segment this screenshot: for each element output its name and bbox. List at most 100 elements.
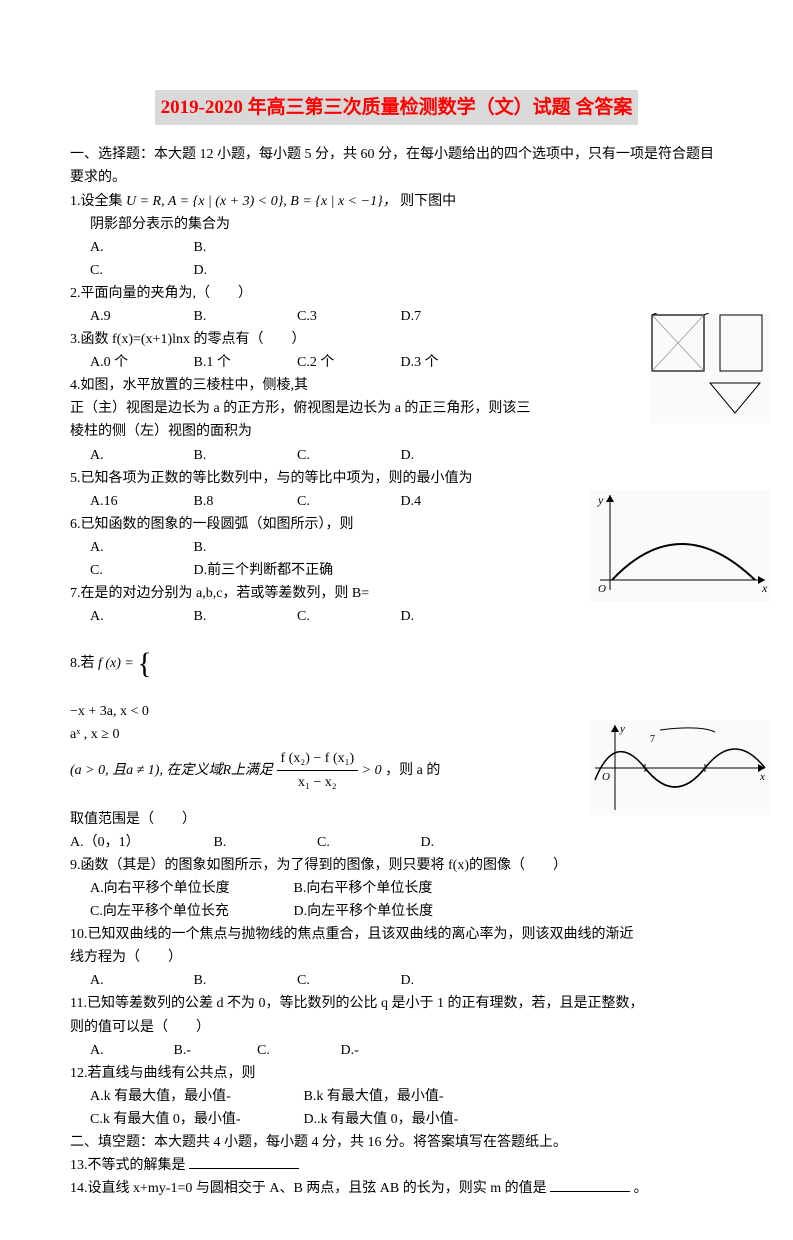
q1-optC: C.	[90, 259, 190, 282]
q6-optC: C.	[90, 559, 190, 582]
q12-optC: C.k 有最大值 0，最小值-	[90, 1108, 300, 1131]
q6-optA: A.	[90, 536, 190, 559]
q11-optD: D.-	[341, 1039, 421, 1062]
q10-optC: C.	[297, 969, 397, 992]
q3-opts: A.0 个 B.1 个 C.2 个 D.3 个	[70, 351, 723, 374]
q5-stem: 5.已知各项为正数的等比数列中，与的等比中项为，则的最小值为	[70, 467, 723, 490]
q11-l1: 11.已知等差数列的公差 d 不为 0，等比数列的公比 q 是小于 1 的正有理…	[70, 992, 723, 1015]
q11-optB: B.-	[174, 1039, 254, 1062]
page-title: 2019-2020 年高三第三次质量检测数学（文）试题 含答案	[155, 90, 639, 125]
q8-tail: ，则 a 的	[385, 762, 440, 777]
q7-opts: A. B. C. D.	[70, 605, 723, 628]
q7-optB: B.	[194, 605, 294, 628]
q6-optD: D.前三个判断都不正确	[194, 559, 394, 582]
q13: 13.不等式的解集是	[70, 1154, 723, 1177]
q1-optA: A.	[90, 236, 190, 259]
q4-l3: 棱柱的侧（左）视图的面积为	[70, 420, 723, 443]
q1-formula: U = R, A = {x | (x + 3) < 0}, B = {x | x…	[126, 194, 397, 209]
svg-text:y: y	[619, 723, 625, 735]
q7-optD: D.	[401, 605, 501, 628]
q9-optA: A.向右平移个单位长度	[90, 877, 290, 900]
q14-dot: 。	[634, 1181, 648, 1196]
q11-l2: 则的值可以是（ ）	[70, 1016, 723, 1039]
svg-text:7: 7	[650, 734, 655, 745]
q1-tail: 则下图中	[400, 194, 456, 209]
q4-optC: C.	[297, 444, 397, 467]
q8-line1: 8.若 f (x) = {	[70, 628, 723, 700]
q12-optB: B.k 有最大值，最小值-	[304, 1089, 444, 1104]
q8-opts: A.（0，1） B. C. D.	[70, 831, 723, 854]
q8-lead: 8.若	[70, 657, 95, 672]
q4-optD: D.	[401, 444, 501, 467]
q5-optD: D.4	[401, 490, 501, 513]
q4-optA: A.	[90, 444, 190, 467]
q8-gt: > 0	[362, 762, 382, 777]
q4-opts: A. B. C. D.	[70, 444, 723, 467]
q12-optA: A.k 有最大值，最小值-	[90, 1085, 300, 1108]
q9-stem: 9.函数（其是）的图象如图所示，为了得到的图像，则只要将 f(x)的图像（ ）	[70, 854, 723, 877]
q2-optA: A.9	[90, 305, 190, 328]
q10-opts: A. B. C. D.	[70, 969, 723, 992]
q12-stem: 12.若直线与曲线有公共点，则	[70, 1062, 723, 1085]
arc-figure: x y O	[590, 490, 770, 602]
sine-figure: O x y 7	[590, 720, 770, 815]
q2-stem: 2.平面向量的夹角为,（ ）	[70, 282, 723, 305]
q12-opts-cd: C.k 有最大值 0，最小值- D..k 有最大值 0，最小值-	[70, 1108, 723, 1131]
q2-opts: A.9 B. C.3 D.7	[70, 305, 723, 328]
section2-intro: 二、填空题：本大题共 4 小题，每小题 4 分，共 16 分。将答案填写在答题纸…	[70, 1131, 723, 1154]
q5-optB: B.8	[194, 490, 294, 513]
q4-l2: 正（主）视图是边长为 a 的正方形，俯视图是边长为 a 的正三角形，则该三	[70, 397, 723, 420]
q13-blank	[189, 1154, 299, 1169]
q12-optD: D..k 有最大值 0，最小值-	[304, 1112, 459, 1127]
q9-opts-cd: C.向左平移个单位长充 D.向左平移个单位长度	[70, 900, 723, 923]
q3-optD: D.3 个	[401, 351, 501, 374]
q3-optB: B.1 个	[194, 351, 294, 374]
q7-optA: A.	[90, 605, 190, 628]
q9-optC: C.向左平移个单位长充	[90, 900, 290, 923]
q8-fraction: f (x₂) − f (x₁) x₁ − x₂	[277, 747, 359, 794]
section1-intro: 一、选择题：本大题 12 小题，每小题 5 分，共 60 分，在每小题给出的四个…	[70, 143, 723, 189]
q9-opts-ab: A.向右平移个单位长度 B.向右平移个单位长度	[70, 877, 723, 900]
q8-optC: C.	[317, 831, 417, 854]
q14-text: 14.设直线 x+my-1=0 与圆相交于 A、B 两点，且弦 AB 的长为，则…	[70, 1181, 547, 1196]
q8-fx: f (x) =	[98, 657, 134, 672]
q9-optD: D.向左平移个单位长度	[294, 904, 434, 919]
svg-text:O: O	[598, 583, 606, 595]
q5-optC: C.	[297, 490, 397, 513]
q8-frac-den: x₁ − x₂	[277, 771, 359, 794]
q8-cond: (a > 0, 且a ≠ 1), 在定义域R上满足	[70, 762, 273, 777]
q11-opts: A. B.- C. D.-	[70, 1039, 723, 1062]
q10-optA: A.	[90, 969, 190, 992]
q9-optB: B.向右平移个单位长度	[294, 881, 433, 896]
q1-optD: D.	[194, 259, 294, 282]
q8-optD: D.	[421, 831, 521, 854]
q4-l1: 4.如图，水平放置的三棱柱中，侧棱,其	[70, 374, 723, 397]
svg-text:x: x	[761, 581, 768, 595]
q1-stem: 1.设全集 U = R, A = {x | (x + 3) < 0}, B = …	[70, 190, 723, 213]
q12-opts-ab: A.k 有最大值，最小值- B.k 有最大值，最小值-	[70, 1085, 723, 1108]
q8-frac-num: f (x₂) − f (x₁)	[277, 747, 359, 771]
q1-line2: 阴影部分表示的集合为	[70, 213, 723, 236]
q10-optD: D.	[401, 969, 501, 992]
q10-optB: B.	[194, 969, 294, 992]
q1-lead: 1.设全集	[70, 194, 123, 209]
q8-optA: A.（0，1）	[70, 831, 210, 854]
q2-optD: D.7	[401, 305, 501, 328]
q1-opts-ab: A. B.	[70, 236, 723, 259]
q14: 14.设直线 x+my-1=0 与圆相交于 A、B 两点，且弦 AB 的长为，则…	[70, 1177, 723, 1200]
q6-optB: B.	[194, 536, 294, 559]
q14-blank	[550, 1177, 630, 1192]
svg-text:y: y	[597, 493, 604, 507]
q1-opts-cd: C. D.	[70, 259, 723, 282]
prism-figure	[650, 313, 770, 423]
document-page: 2019-2020 年高三第三次质量检测数学（文）试题 含答案 一、选择题：本大…	[0, 0, 793, 1240]
q8-brace: {	[137, 647, 151, 680]
q11-optA: A.	[90, 1039, 170, 1062]
svg-text:x: x	[759, 771, 765, 783]
q8-optB: B.	[214, 831, 314, 854]
q2-optC: C.3	[297, 305, 397, 328]
q3-optC: C.2 个	[297, 351, 397, 374]
q10-l1: 10.已知双曲线的一个焦点与抛物线的焦点重合，且该双曲线的离心率为，则该双曲线的…	[70, 923, 723, 946]
q2-optB: B.	[194, 305, 294, 328]
q5-optA: A.16	[90, 490, 190, 513]
